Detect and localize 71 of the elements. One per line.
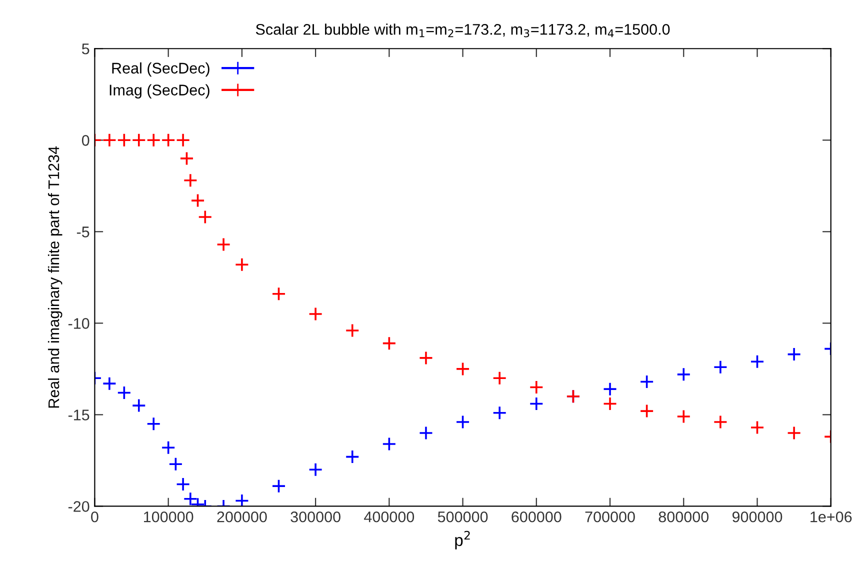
x-tick-label: 300000 [290, 511, 340, 522]
point [190, 193, 205, 208]
y-axis-title: Real and imaginary finite part of T1234 [48, 146, 62, 408]
point [456, 414, 470, 430]
point [750, 420, 764, 435]
point [216, 237, 231, 252]
point [176, 132, 190, 148]
x-tick-label: 200000 [217, 511, 267, 522]
y-tick-label: 5 [82, 44, 90, 54]
point [180, 151, 194, 166]
point [132, 132, 146, 148]
x-tick-label: 400000 [364, 511, 414, 522]
point [272, 478, 286, 494]
x-axis-title: p$^{2}$ [455, 530, 470, 550]
point [713, 414, 728, 430]
x-tick-label: 1e+06 [810, 511, 852, 522]
point [132, 398, 146, 413]
point [146, 416, 161, 432]
x-tick-label: 500000 [438, 511, 488, 522]
point [198, 210, 212, 224]
point [640, 374, 654, 389]
point [102, 376, 117, 391]
point [418, 426, 434, 440]
x-tick-label: 900000 [732, 511, 782, 522]
point [345, 323, 360, 338]
y-tick-label: -15 [68, 410, 90, 420]
point [308, 462, 323, 477]
y-tick-label: 0 [82, 135, 90, 146]
x-tick-label: 100000 [144, 511, 194, 522]
point [117, 132, 132, 148]
point [529, 380, 544, 394]
point [234, 494, 250, 506]
point [418, 350, 434, 366]
x-tick-label: 800000 [658, 511, 709, 522]
point [492, 406, 507, 420]
chart-title: Scalar 2L bubble with m$_{1}$=m$_{2}$=173.2, m$_{3}$=1173.2, m$_{4}$=1500.0 [256, 24, 670, 38]
point [602, 382, 618, 396]
point [272, 286, 286, 302]
point [234, 257, 250, 272]
point [750, 354, 764, 369]
point [640, 404, 654, 418]
y-tick-label: -10 [68, 318, 90, 329]
point [146, 132, 161, 148]
point [176, 477, 190, 492]
point [183, 173, 198, 188]
point [183, 492, 198, 506]
point [161, 132, 176, 148]
x-tick-label: 600000 [512, 511, 562, 522]
point [786, 426, 802, 440]
point [529, 396, 544, 411]
point [168, 456, 183, 472]
legend-label: Imag (SecDec) [110, 84, 210, 98]
point [382, 436, 396, 452]
x-tick-label: 0 [91, 511, 98, 522]
point [382, 336, 396, 350]
point [102, 132, 117, 148]
legend-label: Real (SecDec) [112, 62, 210, 77]
y-tick-label: -20 [68, 501, 90, 512]
point [345, 450, 360, 464]
point [786, 347, 802, 362]
point [492, 370, 507, 386]
point [676, 367, 691, 382]
point [713, 360, 728, 374]
point [117, 386, 132, 400]
point [161, 440, 176, 455]
point [676, 409, 691, 424]
x-tick-label: 700000 [585, 511, 635, 522]
point [602, 396, 618, 411]
y-tick-label: -5 [76, 226, 90, 238]
point [308, 306, 323, 322]
point [456, 362, 470, 376]
